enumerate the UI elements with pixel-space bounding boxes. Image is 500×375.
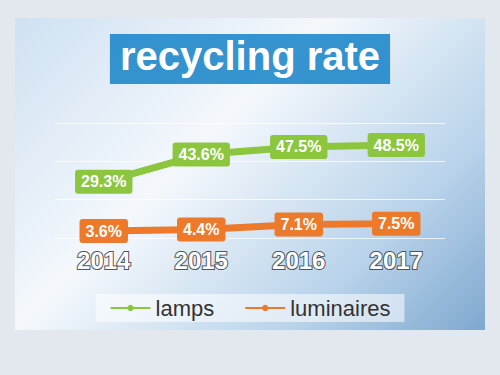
- svg-text:7.5%: 7.5%: [378, 215, 414, 232]
- svg-text:2017: 2017: [370, 247, 423, 274]
- svg-text:lamps: lamps: [156, 296, 215, 321]
- svg-text:43.6%: 43.6%: [179, 146, 224, 163]
- svg-text:7.1%: 7.1%: [281, 216, 317, 233]
- svg-text:3.6%: 3.6%: [86, 223, 122, 240]
- svg-text:4.4%: 4.4%: [183, 221, 219, 238]
- svg-text:2015: 2015: [175, 247, 228, 274]
- svg-text:luminaires: luminaires: [290, 296, 390, 321]
- svg-text:48.5%: 48.5%: [374, 137, 419, 154]
- svg-text:2014: 2014: [77, 247, 131, 274]
- svg-text:recycling rate: recycling rate: [120, 34, 380, 78]
- svg-text:2016: 2016: [272, 247, 325, 274]
- svg-text:47.5%: 47.5%: [276, 138, 321, 155]
- svg-text:29.3%: 29.3%: [81, 173, 126, 190]
